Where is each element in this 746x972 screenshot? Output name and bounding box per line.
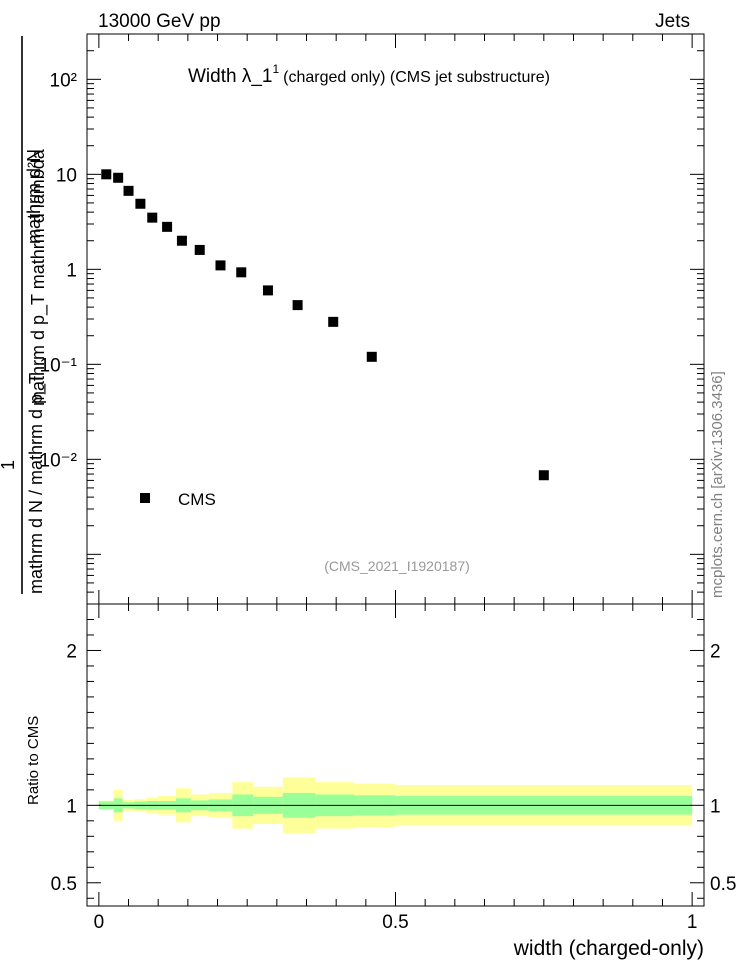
cms-data-point	[538, 470, 549, 481]
side-credit-label: mcplots.cern.ch [arXiv:1306.3436]	[709, 371, 726, 598]
ratio-y-axis-label: Ratio to CMS	[25, 716, 42, 805]
x-tick-label: 1	[687, 912, 698, 933]
legend-marker	[140, 493, 150, 503]
ylabel-numerator-top: mathrm d²N	[24, 149, 44, 244]
analysis-id: (CMS_2021_I1920187)	[324, 558, 470, 574]
ratio-plot: 0.5 0.51 12 2 0 0.5 1	[51, 603, 736, 933]
ratio-x-ticks: 0 0.5 1	[94, 604, 698, 933]
x-axis-label: width (charged-only)	[513, 937, 704, 960]
plot-title-main: Width λ_1	[188, 66, 272, 87]
header-left: 13000 GeV pp	[98, 11, 221, 32]
ylabel-left-numerator: 1	[0, 460, 18, 470]
main-y-tick-label: 10⁻¹	[40, 355, 78, 376]
cms-data-point	[135, 198, 146, 209]
main-y-tick-label: 1	[66, 260, 77, 281]
main-plot-frame	[86, 33, 705, 605]
ratio-bands	[98, 777, 693, 834]
ratio-y-tick-label: 0.5	[51, 874, 77, 895]
main-y-tick-label: 10²	[50, 70, 77, 91]
main-y-tick-label: 10	[56, 165, 77, 186]
cms-data-point	[292, 300, 303, 311]
ratio-y-tick-label-right: 1	[710, 796, 721, 817]
plot-title-rest: (charged only) (CMS jet substructure)	[283, 69, 550, 86]
main-y-axis-label: mathrm d²N mathrm d p_T mathrm d lambda …	[0, 36, 49, 594]
cms-data-point	[328, 316, 339, 327]
ylabel-denominator: mathrm d N / mathrm d p_T	[26, 373, 47, 594]
cms-data-point	[123, 185, 134, 196]
plot-title: Width λ_11 (charged only) (CMS jet substr…	[188, 62, 550, 87]
x-tick-label: 0	[94, 912, 105, 933]
cms-data-point	[162, 221, 173, 232]
x-tick-label: 0.5	[382, 912, 408, 933]
cms-data-point	[215, 260, 226, 271]
main-y-tick-label: 10⁻²	[40, 450, 78, 471]
ratio-plot-frame	[86, 603, 705, 907]
cms-data-point	[147, 212, 158, 223]
ylabel-numerator-sub: mathrm d p_T mathrm d lambda	[28, 148, 49, 406]
main-y-ticks: 10⁻² 10⁻¹ 1 10 10²	[40, 33, 704, 605]
main-x-ticks	[98, 34, 693, 604]
cms-data-point	[176, 235, 187, 246]
cms-data-point	[194, 244, 205, 255]
cms-data-point	[101, 169, 112, 180]
header-right: Jets	[655, 11, 690, 32]
main-data-marks	[101, 169, 549, 481]
cms-data-point	[236, 267, 247, 278]
cms-data-point	[262, 285, 273, 296]
cms-data-point	[113, 172, 124, 183]
ratio-y-tick-label-right: 2	[710, 641, 721, 662]
cms-data-point	[366, 351, 377, 362]
legend-label: CMS	[178, 490, 216, 509]
ratio-y-tick-label: 1	[66, 796, 77, 817]
plot-title-sup: 1	[272, 62, 279, 76]
ratio-y-ticks: 0.5 0.5 1 1 2 2	[51, 618, 736, 899]
ratio-y-tick-label-right: 0.5	[710, 874, 736, 895]
ratio-y-tick-label: 2	[66, 641, 77, 662]
